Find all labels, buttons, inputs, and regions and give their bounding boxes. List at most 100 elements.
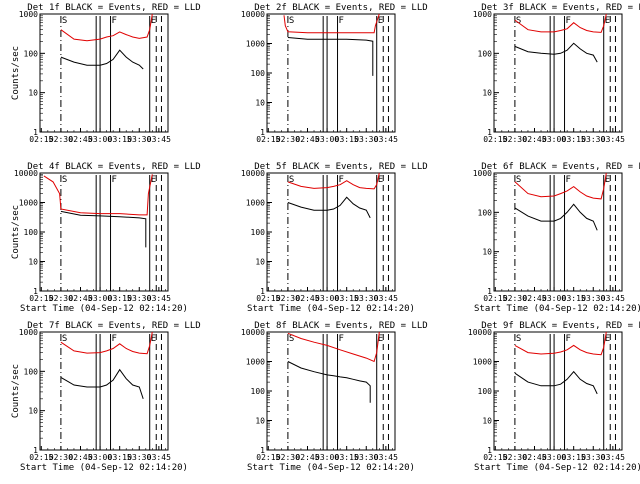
x-tick-label: 03:15 <box>108 135 132 144</box>
y-tick-label: 10 <box>482 89 492 98</box>
plot-panel-4: Det 4f BLACK = Events, RED = LLD 1 10 100 10… <box>11 162 201 314</box>
x-tick-label: 03:45 <box>374 294 398 303</box>
event-marker-label: E <box>151 334 156 344</box>
plot-title: Det 1f BLACK = Events, RED = LLD <box>27 3 200 13</box>
series-line-lld <box>283 13 380 34</box>
y-tick-label: 10000 <box>241 169 265 178</box>
x-tick-label: 03:15 <box>335 135 359 144</box>
x-tick-label: 02:45 <box>522 294 546 303</box>
plot-title: Det 4f BLACK = Events, RED = LLD <box>27 162 200 172</box>
x-tick-label: 03:30 <box>581 453 605 462</box>
plot-title: Det 8f BLACK = Events, RED = LLD <box>254 321 427 331</box>
event-marker-label: S <box>516 175 521 185</box>
y-tick-label: 100 <box>478 208 493 217</box>
x-tick-label: 02:45 <box>295 453 319 462</box>
plot-frame <box>493 13 623 133</box>
x-tick-label: 02:15 <box>29 453 53 462</box>
y-tick-label: 1 <box>487 128 492 137</box>
x-tick-label: 02:30 <box>503 294 527 303</box>
y-tick-label: 10 <box>482 417 492 426</box>
x-tick-label: 02:45 <box>522 135 546 144</box>
y-tick-label: 1000 <box>473 358 492 367</box>
plot-panel-8: Det 8f BLACK = Events, RED = LLD 1 10 100 10… <box>241 321 428 473</box>
x-tick-label: 03:00 <box>315 453 339 462</box>
plot-panel-3: Det 3f BLACK = Events, RED = LLD 1 10 100 10… <box>473 3 640 144</box>
y-tick-label: 100 <box>251 228 266 237</box>
y-tick-label: 10000 <box>14 169 38 178</box>
x-tick-label: 02:30 <box>276 294 300 303</box>
series-line-lld <box>43 174 153 216</box>
x-tick-label: 02:15 <box>29 135 53 144</box>
series-line-lld <box>514 13 607 33</box>
y-tick-label: 1 <box>33 446 38 455</box>
event-marker-label: S <box>62 175 67 185</box>
x-tick-label: 02:30 <box>276 135 300 144</box>
x-tick-label: 02:45 <box>522 453 546 462</box>
series-line-events <box>287 196 371 219</box>
series-line-lld <box>60 13 153 42</box>
y-tick-label: 10 <box>482 248 492 257</box>
x-tick-label: 03:30 <box>581 135 605 144</box>
event-marker-label: E <box>605 334 610 344</box>
x-tick-label: 03:15 <box>335 453 359 462</box>
x-tick-label: 02:45 <box>68 294 92 303</box>
series-line-events <box>60 49 144 70</box>
x-tick-label: 02:30 <box>276 453 300 462</box>
y-tick-label: 1000 <box>246 199 265 208</box>
event-marker-label: F <box>566 16 571 26</box>
event-marker-label: F <box>566 175 571 185</box>
x-axis-label: Start Time (04-Sep-12 02:14:20) <box>20 463 188 473</box>
series-line-events <box>60 210 147 248</box>
y-tick-label: 100 <box>478 49 493 58</box>
series-line-lld <box>60 331 153 355</box>
plot-panel-2: Det 2f BLACK = Events, RED = LLD 1 10 100 10… <box>241 3 428 144</box>
x-tick-label: 03:45 <box>147 135 171 144</box>
plot-title: Det 9f BLACK = Events, RED = LLD <box>481 321 640 331</box>
event-marker-label: E <box>605 16 610 26</box>
y-tick-label: 100 <box>24 49 39 58</box>
x-tick-label: 03:00 <box>542 294 566 303</box>
event-marker-label: F <box>339 16 344 26</box>
plot-title: Det 7f BLACK = Events, RED = LLD <box>27 321 200 331</box>
x-tick-label: 02:15 <box>483 453 507 462</box>
x-tick-label: 03:00 <box>315 294 339 303</box>
series-line-events <box>287 361 371 403</box>
y-tick-label: 1 <box>260 446 265 455</box>
event-marker-label: S <box>289 175 294 185</box>
event-marker-label: S <box>289 16 294 26</box>
y-tick-label: 1 <box>487 446 492 455</box>
x-tick-label: 03:45 <box>147 453 171 462</box>
x-tick-label: 02:15 <box>256 135 280 144</box>
y-tick-label: 10 <box>255 258 265 267</box>
plot-panel-7: Det 7f BLACK = Events, RED = LLD 1 10 100 10… <box>11 321 201 473</box>
y-tick-label: 100 <box>478 387 493 396</box>
y-tick-label: 1 <box>260 287 265 296</box>
y-tick-label: 100 <box>24 367 39 376</box>
x-tick-label: 02:30 <box>49 135 73 144</box>
y-tick-label: 1 <box>33 287 38 296</box>
event-marker-label: E <box>378 16 383 26</box>
x-tick-label: 03:45 <box>601 135 625 144</box>
x-axis-label: Start Time (04-Sep-12 02:14:20) <box>474 304 640 314</box>
x-tick-label: 03:45 <box>374 453 398 462</box>
event-marker-label: S <box>516 334 521 344</box>
event-marker-label: E <box>605 175 610 185</box>
y-axis-label: Counts/sec <box>11 364 21 418</box>
x-axis-label: Start Time (04-Sep-12 02:14:20) <box>247 304 415 314</box>
x-tick-label: 02:15 <box>483 135 507 144</box>
y-tick-label: 10 <box>28 258 38 267</box>
event-marker-label: S <box>289 334 294 344</box>
plot-panel-9: Det 9f BLACK = Events, RED = LLD 1 10 100 10… <box>468 321 640 473</box>
x-tick-label: 02:30 <box>503 453 527 462</box>
x-tick-label: 03:30 <box>354 294 378 303</box>
x-tick-label: 03:15 <box>562 135 586 144</box>
x-tick-label: 03:15 <box>108 294 132 303</box>
x-tick-label: 03:30 <box>354 453 378 462</box>
plot-title: Det 2f BLACK = Events, RED = LLD <box>254 3 427 13</box>
y-tick-label: 1000 <box>19 328 38 337</box>
event-marker-label: F <box>339 175 344 185</box>
x-tick-label: 03:30 <box>127 453 151 462</box>
x-tick-label: 03:30 <box>127 294 151 303</box>
y-tick-label: 1000 <box>246 40 265 49</box>
